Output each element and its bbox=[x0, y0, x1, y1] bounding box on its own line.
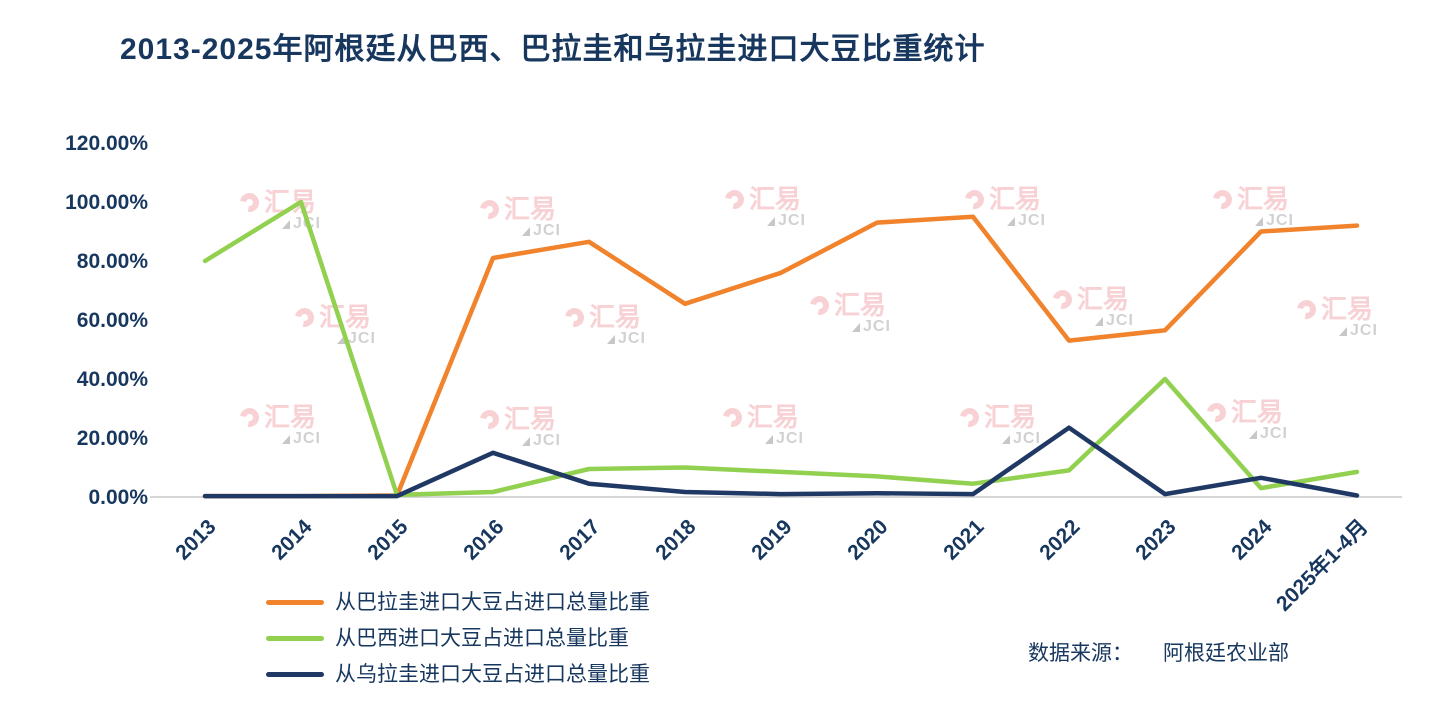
x-tick-label: 2014 bbox=[267, 515, 317, 565]
y-tick-label: 20.00% bbox=[77, 427, 149, 450]
watermark: 汇易 JCI bbox=[1293, 294, 1413, 340]
x-tick-label: 2013 bbox=[171, 515, 220, 564]
x-tick-label: 2015 bbox=[363, 515, 413, 565]
page-title: 2013-2025年阿根廷从巴西、巴拉圭和乌拉圭进口大豆比重统计 bbox=[120, 33, 986, 66]
x-tick-label: 2024 bbox=[1227, 515, 1277, 565]
watermark-subtext: JCI bbox=[1249, 425, 1323, 443]
watermark-triangle-icon bbox=[1095, 316, 1103, 326]
x-tick-label: 2020 bbox=[843, 515, 892, 564]
watermark-triangle-icon bbox=[852, 322, 860, 332]
watermark-text: 汇易 bbox=[747, 402, 800, 432]
y-tick-label: 0.00% bbox=[88, 486, 148, 509]
watermark: 汇易 JCI bbox=[476, 194, 596, 240]
watermark-text: 汇易 bbox=[504, 404, 557, 434]
watermark: 汇易 JCI bbox=[291, 302, 411, 348]
watermark: 汇易 JCI bbox=[476, 404, 596, 450]
watermark-triangle-icon bbox=[337, 334, 345, 344]
legend-label: 从巴拉圭进口大豆占进口总量比重 bbox=[335, 591, 650, 614]
watermark-subtext: JCI bbox=[767, 212, 841, 230]
data-source-value: 阿根廷农业部 bbox=[1163, 642, 1289, 665]
watermark: 汇易 JCI bbox=[721, 184, 841, 230]
watermark-text: 汇易 bbox=[834, 290, 887, 320]
legend-swatch-brazil bbox=[266, 636, 324, 642]
legend-label: 从巴西进口大豆占进口总量比重 bbox=[335, 627, 629, 651]
brazil-series-line bbox=[202, 199, 1360, 498]
watermark: 汇易 JCI bbox=[1203, 397, 1323, 443]
legend-item-uruguay: 从乌拉圭进口大豆占进口总量比重 bbox=[266, 662, 650, 687]
x-tick-label: 2023 bbox=[1131, 515, 1180, 564]
legend-item-paraguay: 从巴拉圭进口大豆占进口总量比重 bbox=[266, 590, 650, 615]
watermark-triangle-icon bbox=[1255, 216, 1263, 226]
watermark: 汇易 JCI bbox=[1209, 184, 1329, 230]
watermark-subtext: JCI bbox=[337, 330, 411, 348]
watermark-triangle-icon bbox=[1007, 216, 1015, 226]
watermark-subtext: JCI bbox=[1095, 312, 1169, 330]
watermark-triangle-icon bbox=[1339, 326, 1347, 336]
y-tick-label: 80.00% bbox=[77, 250, 149, 273]
watermark-text: 汇易 bbox=[589, 302, 642, 332]
watermark-triangle-icon bbox=[282, 219, 290, 229]
legend-swatch-uruguay bbox=[266, 672, 324, 678]
watermark-subtext: JCI bbox=[1339, 322, 1413, 340]
legend-item-brazil: 从巴西进口大豆占进口总量比重 bbox=[266, 626, 650, 651]
watermark-triangle-icon bbox=[1002, 434, 1010, 444]
watermark-text: 汇易 bbox=[989, 184, 1042, 214]
watermark: 汇易 JCI bbox=[956, 402, 1076, 448]
watermark-triangle-icon bbox=[767, 216, 775, 226]
watermark-subtext: JCI bbox=[1002, 430, 1076, 448]
watermark-text: 汇易 bbox=[264, 402, 317, 432]
watermark: 汇易 JCI bbox=[236, 402, 356, 448]
y-tick-label: 60.00% bbox=[77, 309, 149, 332]
watermark-subtext: JCI bbox=[607, 330, 681, 348]
legend-label: 从乌拉圭进口大豆占进口总量比重 bbox=[335, 663, 650, 687]
watermark-subtext: JCI bbox=[1255, 212, 1329, 230]
watermark-triangle-icon bbox=[522, 436, 530, 446]
watermark: 汇易 JCI bbox=[961, 184, 1081, 230]
watermark-text: 汇易 bbox=[749, 184, 802, 214]
x-tick-label: 2022 bbox=[1035, 515, 1084, 564]
watermark-text: 汇易 bbox=[504, 194, 557, 224]
data-source-label: 数据来源： bbox=[1028, 642, 1133, 665]
x-tick-label: 2021 bbox=[939, 515, 989, 565]
watermark-text: 汇易 bbox=[1321, 294, 1374, 324]
legend: 从巴拉圭进口大豆占进口总量比重 从巴西进口大豆占进口总量比重 从乌拉圭进口大豆占进口… bbox=[266, 590, 650, 699]
x-tick-label: 2025年1-4月 bbox=[1271, 515, 1372, 616]
watermark-text: 汇易 bbox=[1231, 397, 1284, 427]
x-tick-label: 2019 bbox=[747, 515, 796, 564]
watermark-subtext: JCI bbox=[765, 430, 839, 448]
watermark-subtext: JCI bbox=[522, 222, 596, 240]
x-tick-label: 2016 bbox=[459, 515, 508, 564]
watermark: 汇易 JCI bbox=[561, 302, 681, 348]
watermark-subtext: JCI bbox=[282, 430, 356, 448]
watermark: 汇易 JCI bbox=[806, 290, 926, 336]
watermark-subtext: JCI bbox=[522, 432, 596, 450]
watermark-text: 汇易 bbox=[319, 302, 372, 332]
watermark-subtext: JCI bbox=[852, 318, 926, 336]
watermark-triangle-icon bbox=[282, 434, 290, 444]
y-tick-label: 100.00% bbox=[65, 191, 148, 214]
watermark-triangle-icon bbox=[522, 226, 530, 236]
x-tick-label: 2017 bbox=[555, 515, 604, 564]
legend-swatch-paraguay bbox=[266, 600, 324, 606]
uruguay-series-line bbox=[202, 425, 1360, 499]
watermark-triangle-icon bbox=[765, 434, 773, 444]
watermark-subtext: JCI bbox=[1007, 212, 1081, 230]
paraguay-series-line bbox=[202, 214, 1360, 499]
watermark-triangle-icon bbox=[607, 334, 615, 344]
watermark-text: 汇易 bbox=[984, 402, 1037, 432]
watermark: 汇易 JCI bbox=[1049, 284, 1169, 330]
y-tick-label: 120.00% bbox=[65, 132, 148, 155]
data-source-note: 数据来源： 阿根廷农业部 bbox=[1028, 637, 1289, 667]
watermark-triangle-icon bbox=[1249, 429, 1257, 439]
watermark-text: 汇易 bbox=[1077, 284, 1130, 314]
y-tick-label: 40.00% bbox=[77, 368, 149, 391]
watermark-text: 汇易 bbox=[1237, 184, 1290, 214]
watermark: 汇易 JCI bbox=[719, 402, 839, 448]
x-tick-label: 2018 bbox=[651, 515, 701, 565]
